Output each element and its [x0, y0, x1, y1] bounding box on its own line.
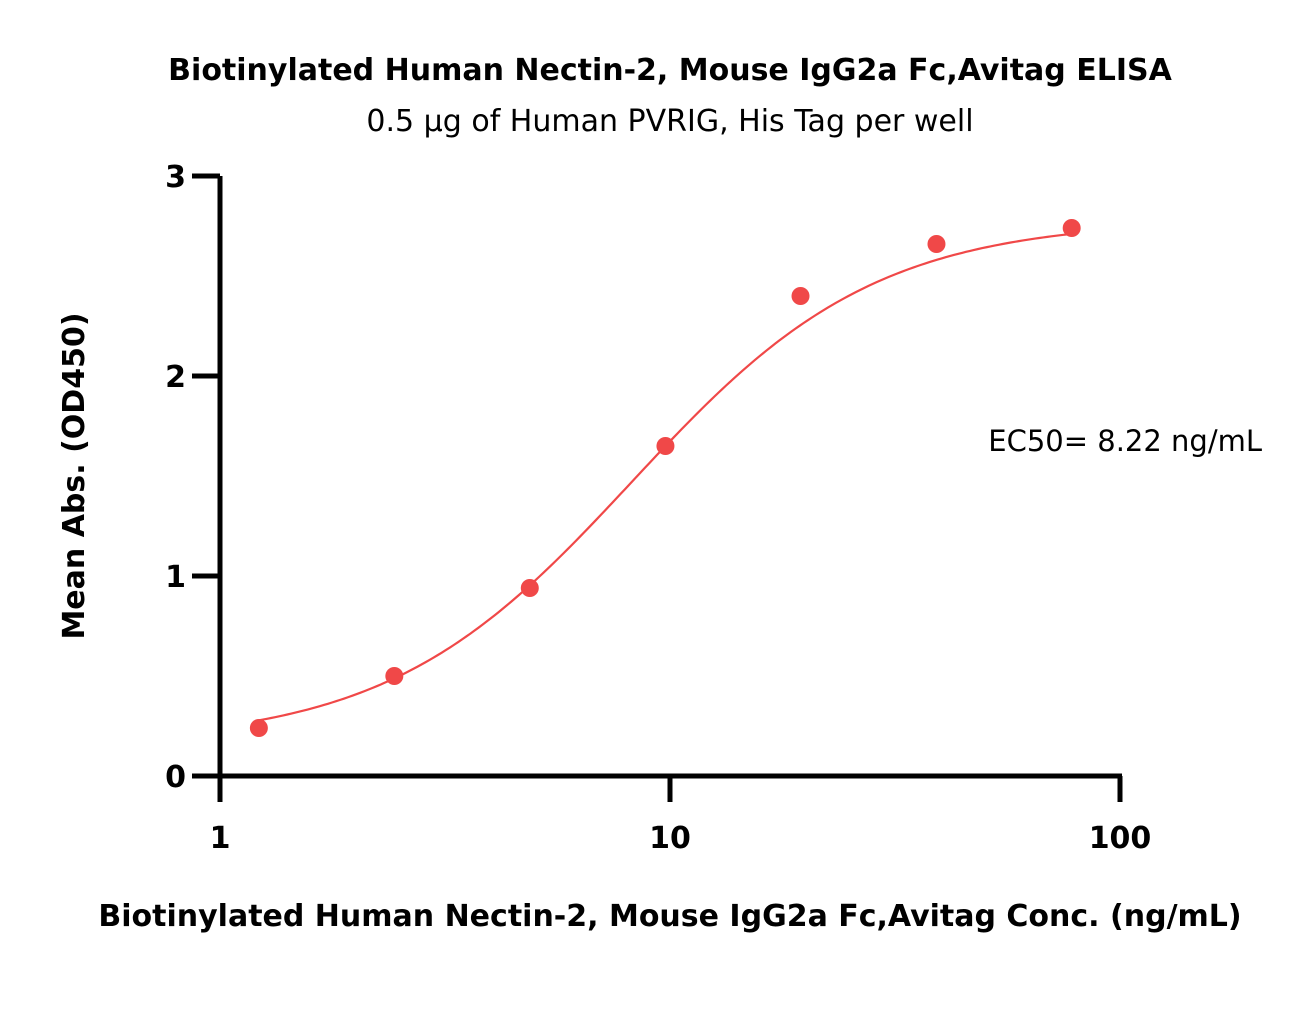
x-tick-label: 10	[649, 821, 691, 856]
ec50-annotation: EC50= 8.22 ng/mL	[988, 424, 1262, 458]
y-tick-label: 3	[165, 160, 186, 195]
axes	[217, 176, 1122, 779]
y-tick-label: 2	[165, 360, 186, 395]
data-point	[1062, 219, 1081, 237]
chart-subtitle: 0.5 µg of Human PVRIG, His Tag per well	[366, 104, 973, 139]
chart-title: Biotinylated Human Nectin-2, Mouse IgG2a…	[168, 53, 1172, 88]
data-point	[520, 579, 539, 597]
points-layer	[249, 219, 1081, 737]
data-point	[656, 437, 675, 455]
y-tick-label: 1	[165, 560, 186, 595]
data-point	[249, 719, 268, 737]
x-tick-label: 100	[1089, 821, 1152, 856]
y-tick-label: 0	[165, 760, 186, 795]
x-tick-label: 1	[210, 821, 231, 856]
fit-layer	[258, 232, 1072, 722]
data-point	[927, 235, 946, 253]
data-point	[385, 667, 404, 685]
fit-curve	[258, 232, 1072, 722]
data-point	[791, 287, 810, 305]
x-axis-label: Biotinylated Human Nectin-2, Mouse IgG2a…	[98, 899, 1241, 934]
y-axis-label: Mean Abs. (OD450)	[57, 312, 92, 639]
